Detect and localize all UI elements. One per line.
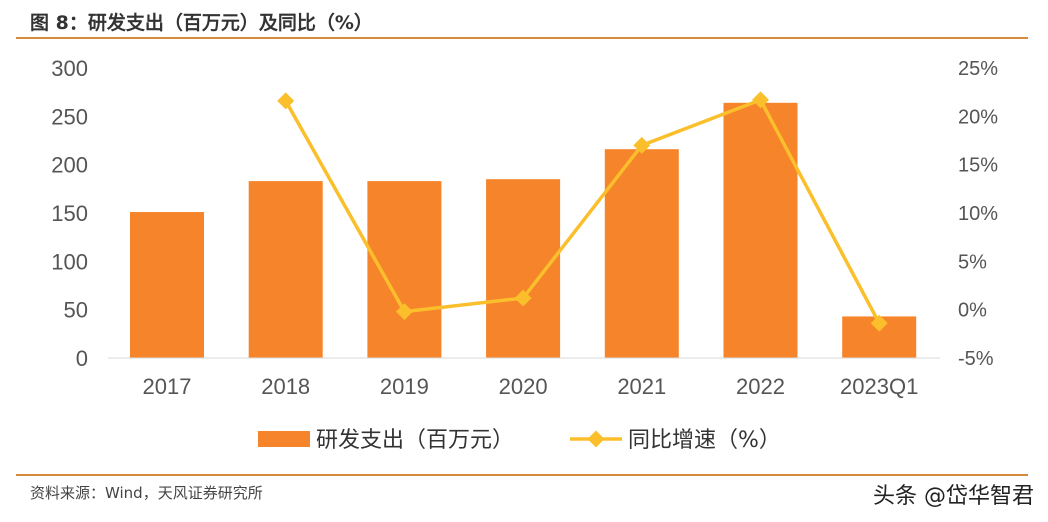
legend-line-marker <box>587 430 605 448</box>
x-tick-label: 2017 <box>143 374 192 399</box>
legend-line-label: 同比增速（%） <box>628 428 781 453</box>
watermark: 头条 @岱华智君 <box>873 484 1034 509</box>
right-tick-label: 20% <box>958 106 998 128</box>
right-tick-label: 5% <box>958 251 987 273</box>
chart: 0 50 100 150 200 250 300 -5% 0% 5% 10% 15% 20% 25% 201… <box>51 56 998 453</box>
bar <box>604 149 679 358</box>
left-tick-label: 100 <box>51 249 88 274</box>
bar <box>486 179 561 358</box>
right-tick-label: 25% <box>958 58 998 80</box>
x-tick-label: 2020 <box>499 374 548 399</box>
line-marker <box>514 289 532 307</box>
top-divider <box>16 37 1028 39</box>
x-tick-label: 2019 <box>380 374 429 399</box>
bar <box>130 212 204 358</box>
left-tick-label: 200 <box>51 153 88 178</box>
right-tick-label: -5% <box>958 348 994 370</box>
line-series <box>284 97 881 325</box>
left-tick-label: 150 <box>51 201 88 226</box>
right-tick-label: 0% <box>958 300 987 322</box>
legend-bar-swatch <box>258 431 310 447</box>
line-marker <box>277 92 295 110</box>
line-marker <box>752 91 769 109</box>
left-tick-label: 50 <box>64 298 88 323</box>
legend-bar-label: 研发支出（百万元） <box>316 428 514 453</box>
left-tick-label: 0 <box>76 346 88 371</box>
x-tick-label: 2023Q1 <box>840 374 918 399</box>
right-tick-label: 10% <box>958 203 998 225</box>
bar <box>723 102 798 358</box>
x-tick-label: 2018 <box>261 374 310 399</box>
source-note: 资料来源：Wind，天风证券研究所 <box>30 484 263 502</box>
bar <box>248 181 323 358</box>
right-tick-label: 15% <box>958 155 998 177</box>
left-tick-label: 250 <box>51 104 88 129</box>
line-marker <box>870 314 888 332</box>
line-marker <box>395 303 413 321</box>
x-tick-label: 2022 <box>736 374 785 399</box>
left-tick-label: 300 <box>51 56 88 81</box>
line-marker <box>633 136 651 154</box>
bottom-divider <box>16 474 1028 476</box>
chart-title: 图 8：研发支出（百万元）及同比（%） <box>30 12 373 34</box>
bar <box>367 181 442 358</box>
x-tick-label: 2021 <box>617 374 666 399</box>
